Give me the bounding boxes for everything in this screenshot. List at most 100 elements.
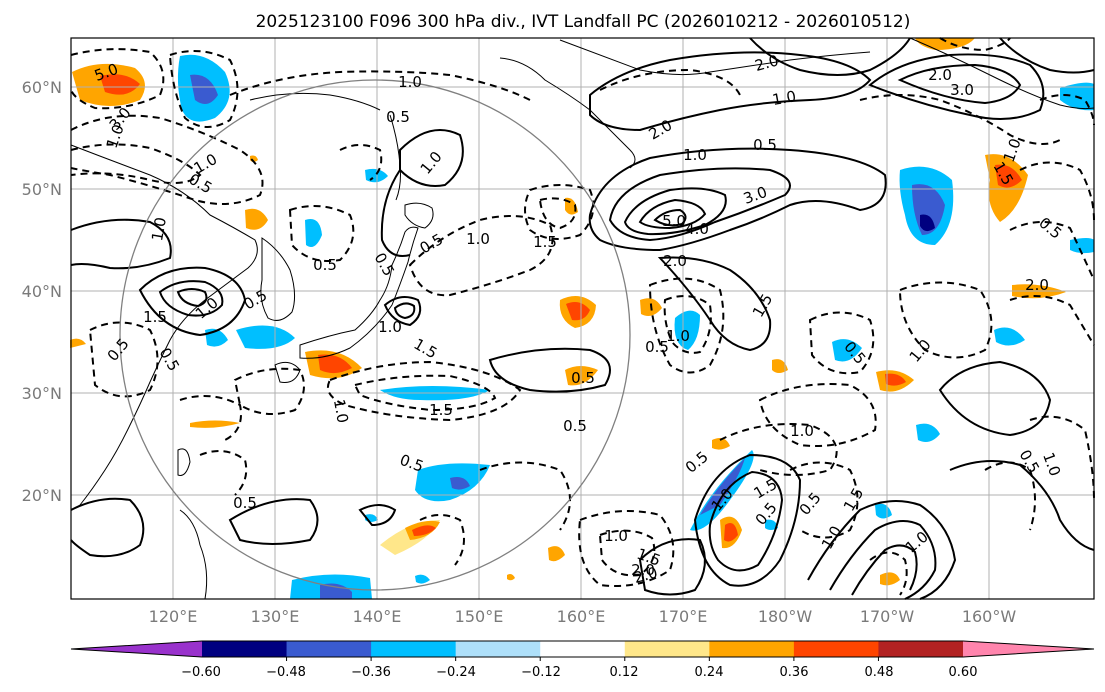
- contour-label: 1.0: [466, 230, 490, 248]
- coastline-taiwan: [177, 448, 191, 476]
- shade-patch: [412, 525, 436, 536]
- contour-line: [524, 184, 595, 240]
- coastline-japan-honshu: [299, 226, 419, 359]
- shade-patch: [985, 154, 1028, 222]
- colorbar-tick-label: −0.36: [351, 665, 391, 680]
- contour-line: [599, 68, 741, 96]
- lat-tick-label: 40°N: [22, 282, 62, 301]
- map-title: 2025123100 F096 300 hPa div., IVT Landfa…: [256, 12, 911, 32]
- shade-patch: [548, 546, 565, 562]
- contour-label: 1.0: [604, 527, 628, 545]
- contour-label: 1.0: [398, 73, 422, 91]
- coastline-okhotsk: [249, 92, 381, 111]
- contour-label: 1.0: [330, 398, 352, 425]
- contour-line: [288, 205, 355, 262]
- shade-patch: [994, 327, 1025, 346]
- colorbar-cell: [540, 641, 626, 657]
- contour-line: [869, 551, 908, 596]
- contour-label: 2.0: [631, 561, 655, 579]
- contour-label: 0.5: [233, 494, 257, 512]
- colorbar-cell: [202, 641, 288, 657]
- contour-line: [859, 94, 1061, 145]
- contour-label: 1.0: [378, 318, 402, 336]
- contour-line: [408, 215, 554, 297]
- coastline-alaska: [909, 37, 1095, 110]
- shade-patch: [245, 208, 268, 230]
- colorbar: −0.60 −0.48 −0.36 −0.24 −0.12 0.12 0.24 …: [70, 640, 1095, 680]
- contour-line: [158, 280, 224, 317]
- contour-line: [488, 347, 611, 393]
- contour-label: 1.0: [148, 216, 170, 243]
- contour-line: [70, 48, 165, 110]
- colorbar-tick-label: −0.48: [266, 665, 306, 680]
- contour-line: [851, 544, 918, 596]
- shade-patch: [450, 477, 470, 490]
- shade-patch: [305, 219, 322, 248]
- contour-line: [228, 498, 319, 545]
- contour-line: [1039, 94, 1095, 126]
- contour-line: [868, 53, 1045, 120]
- contour-label: 2.0: [928, 66, 952, 84]
- lon-axis: 120°E 130°E 140°E 150°E 160°E 170°E 180°…: [149, 607, 1017, 626]
- shade-patch: [566, 302, 590, 321]
- contour-line: [326, 360, 522, 422]
- colorbar-extend-max: [963, 641, 1094, 657]
- contour-label: 2.0: [632, 563, 660, 587]
- contour-label: 0.5: [571, 369, 595, 387]
- shade-patch: [320, 583, 352, 599]
- contour-line: [949, 460, 1095, 551]
- contour-line: [939, 37, 1011, 52]
- contour-line: [984, 461, 1036, 531]
- contour-label: 2.0: [663, 252, 687, 270]
- colorbar-cell: [709, 641, 795, 657]
- contour-line: [233, 367, 305, 415]
- contour-label: 2.0: [1025, 276, 1049, 294]
- range-circle: [119, 79, 631, 591]
- colorbar-tick-label: 0.24: [695, 665, 724, 680]
- shade-patch: [995, 164, 1022, 188]
- shade-patch: [1070, 238, 1094, 254]
- colorbar-extend-min: [71, 641, 202, 657]
- contour-label: 0.5: [563, 417, 587, 435]
- contour-line: [399, 129, 464, 187]
- contour-line: [70, 114, 264, 205]
- contour-line: [138, 266, 247, 337]
- lat-tick-label: 30°N: [22, 384, 62, 403]
- contour-line: [749, 37, 911, 76]
- colorbar-cell: [793, 641, 879, 657]
- contour-line: [693, 453, 802, 587]
- contour-line: [808, 311, 875, 375]
- lon-tick-label: 180°W: [758, 607, 813, 626]
- contour-line: [608, 167, 791, 242]
- lon-tick-label: 160°W: [962, 607, 1017, 626]
- colorbar-outline: [70, 640, 1095, 658]
- colorbar-cell: [286, 641, 372, 657]
- contour-line: [657, 256, 772, 352]
- contour-line: [70, 218, 172, 270]
- lon-tick-label: 170°E: [659, 607, 708, 626]
- colorbar-cells: [70, 640, 1095, 661]
- contour-label: 5.0: [662, 212, 686, 230]
- shade-patch: [832, 339, 862, 362]
- shade-patch: [100, 74, 140, 95]
- lat-tick-label: 60°N: [22, 78, 62, 97]
- contour-line: [653, 208, 687, 227]
- contour-label: 0.5: [753, 136, 777, 154]
- contour-line: [719, 423, 838, 476]
- contour-line: [829, 520, 937, 600]
- contour-label: 0.5: [386, 108, 410, 126]
- contour-line: [1009, 295, 1095, 346]
- contour-line: [578, 510, 675, 587]
- colorbar-cell: [455, 641, 541, 657]
- contour-label: 1.5: [143, 308, 167, 326]
- contour-line: [168, 50, 239, 128]
- colorbar-tick-label: 0.12: [610, 665, 639, 680]
- coastline-hokkaido: [404, 202, 434, 229]
- lon-tick-label: 170°W: [860, 607, 915, 626]
- contour-line: [897, 63, 1022, 105]
- contour-line: [648, 277, 725, 374]
- lon-tick-label: 160°E: [557, 607, 606, 626]
- contour-line: [179, 395, 242, 441]
- lon-tick-label: 120°E: [149, 607, 198, 626]
